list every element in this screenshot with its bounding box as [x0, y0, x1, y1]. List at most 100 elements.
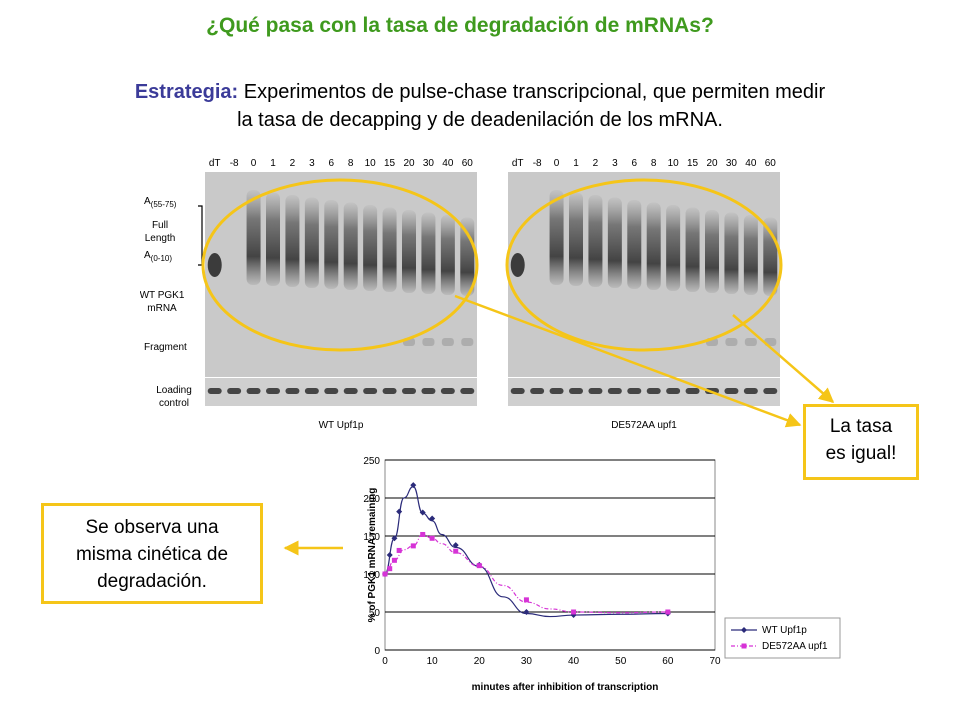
- callout-same-kinetics: Se observa una misma cinética de degrada…: [41, 503, 263, 604]
- caption-mutant: DE572AA upf1: [611, 420, 677, 431]
- callout-right-line-1: La tasa: [829, 416, 893, 437]
- legend-label-mutant: DE572AA upf1: [762, 641, 828, 652]
- caption-wt: WT Upf1p: [319, 420, 364, 431]
- data-point-mutant: [420, 531, 426, 537]
- gel-smear: [343, 202, 358, 290]
- data-point-wt: [419, 509, 426, 516]
- strategy-line-1: Estrategia: Experimentos de pulse-chase …: [0, 78, 960, 106]
- gel-smear: [402, 210, 416, 293]
- lane-label: 15: [384, 158, 396, 169]
- gel-band: [510, 253, 525, 277]
- gel-smear: [421, 212, 436, 294]
- loading-band: [530, 388, 545, 394]
- arrow-right-ellipse: [732, 314, 835, 403]
- gel-smear: [743, 215, 758, 295]
- loading-band: [402, 388, 416, 394]
- lane-label: 6: [329, 158, 335, 169]
- fragment-band: [461, 338, 474, 346]
- y-tick-label: 50: [369, 608, 381, 619]
- gel-smear: [440, 215, 455, 295]
- gel-smear: [363, 205, 378, 291]
- data-point-mutant: [387, 566, 393, 572]
- loading-band: [285, 388, 300, 394]
- x-tick-label: 70: [709, 656, 721, 667]
- x-tick-labels: 0 10 20 30 40 50 60 70: [382, 656, 721, 667]
- chart-legend: WT Upf1p DE572AA upf1: [724, 617, 841, 659]
- lane-label: 8: [651, 158, 657, 169]
- label-a-low: A(0-10): [144, 250, 172, 263]
- arrow-left-ellipse: [454, 294, 802, 428]
- loading-band: [207, 388, 222, 394]
- y-tick-label: 200: [363, 494, 380, 505]
- loading-band: [666, 388, 681, 394]
- loading-band: [324, 388, 339, 394]
- fragment-band: [441, 338, 454, 346]
- data-point-mutant: [523, 597, 529, 603]
- lane-label: 40: [442, 158, 454, 169]
- lane-label: 3: [309, 158, 315, 169]
- x-axis-label: minutes after inhibition of transcriptio…: [472, 682, 659, 693]
- label-length: Length: [145, 233, 176, 244]
- loading-band: [421, 388, 436, 394]
- label-control: control: [159, 398, 189, 409]
- data-point-wt: [410, 482, 417, 489]
- loading-band: [763, 388, 778, 394]
- gel-smear: [304, 197, 319, 288]
- data-point-mutant: [396, 547, 402, 553]
- length-bracket: [198, 205, 203, 266]
- data-point-wt: [452, 542, 459, 549]
- loading-band: [363, 388, 378, 394]
- gel-smear: [627, 200, 642, 289]
- lane-label: 1: [270, 158, 276, 169]
- loading-band: [460, 388, 475, 394]
- x-tick-label: 20: [474, 656, 486, 667]
- lane-label: -8: [533, 158, 542, 169]
- degradation-chart: 0 50 100 150 200 250 0 10 20 30 40 50 60 70 % of PGK…: [363, 456, 841, 693]
- loading-band: [510, 388, 525, 394]
- y-tick-label: 0: [374, 646, 380, 657]
- strategy-lead: Estrategia:: [134, 81, 239, 103]
- gel-smear: [266, 192, 280, 286]
- lane-label: 1: [573, 158, 579, 169]
- legend-marker-wt: [741, 627, 747, 633]
- lane-label: dT: [209, 158, 221, 169]
- gel-smear: [549, 190, 564, 285]
- gel-smear: [285, 195, 300, 287]
- fragment-band: [422, 338, 435, 346]
- x-tick-label: 50: [615, 656, 627, 667]
- loading-band: [607, 388, 622, 394]
- lane-label: 10: [365, 158, 377, 169]
- x-tick-label: 10: [427, 656, 439, 667]
- gel-smear: [646, 202, 661, 290]
- highlight-ellipse-left: [201, 178, 479, 352]
- gel-smear: [569, 192, 583, 286]
- lane-label: 0: [554, 158, 560, 169]
- data-point-mutant: [429, 535, 435, 541]
- x-tick-label: 30: [521, 656, 533, 667]
- loading-band: [266, 388, 280, 394]
- gel-smear: [705, 210, 719, 293]
- loading-band: [440, 388, 455, 394]
- data-point-mutant: [410, 543, 416, 549]
- chart-grid: [385, 459, 715, 651]
- lane-label: 0: [251, 158, 257, 169]
- label-wt-pgk1: WT PGK1: [140, 290, 185, 301]
- data-point-mutant: [453, 548, 459, 554]
- loading-band: [246, 388, 261, 394]
- data-point-mutant: [391, 557, 397, 563]
- lane-label: 40: [745, 158, 757, 169]
- lane-label: 60: [462, 158, 474, 169]
- legend-label-wt: WT Upf1p: [762, 625, 807, 636]
- data-point-mutant: [476, 563, 482, 569]
- lane-label: 10: [668, 158, 680, 169]
- loading-band: [549, 388, 564, 394]
- legend-marker-mutant: [741, 643, 747, 649]
- loading-band: [627, 388, 642, 394]
- label-a-high: A(55-75): [144, 196, 177, 209]
- plot-area: [384, 459, 716, 651]
- gel-smear: [607, 197, 622, 288]
- loading-band: [588, 388, 603, 394]
- lane-label: -8: [230, 158, 239, 169]
- loading-bands-left: [207, 388, 475, 394]
